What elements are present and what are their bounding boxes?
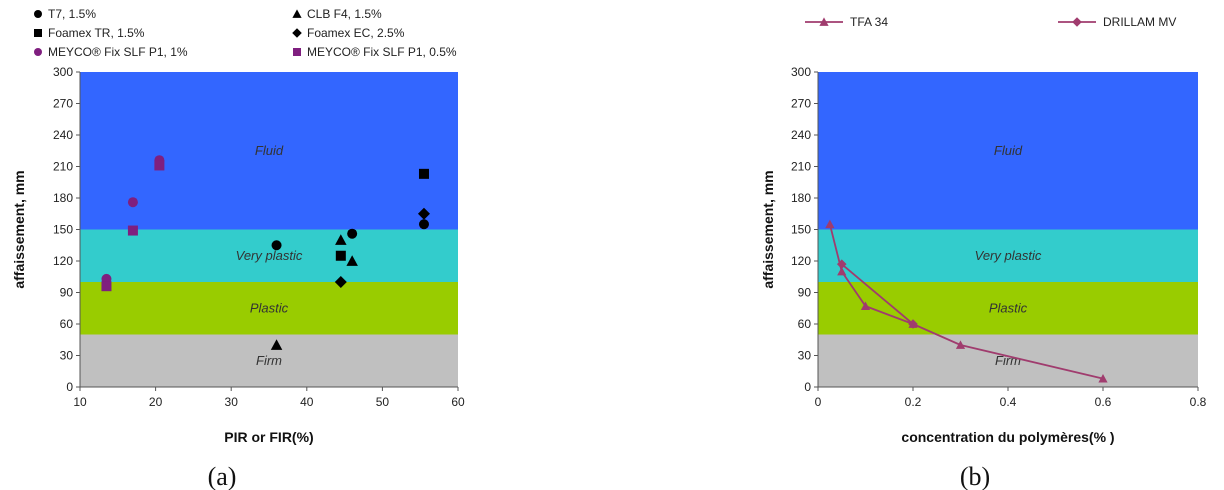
data-point (271, 240, 282, 251)
data-point (860, 301, 871, 311)
y-tick-label: 270 (791, 97, 811, 111)
chart-a: Firm Plastic Very plastic Fluid 0 30 60 90 120 15… (11, 7, 465, 490)
y-tick-label: 30 (60, 349, 74, 363)
zone-band (818, 229, 1198, 282)
legend-marker (1072, 17, 1082, 27)
y-tick-label: 300 (53, 65, 73, 79)
y-tick-label: 60 (60, 317, 74, 331)
zone-label: Very plastic (975, 248, 1042, 263)
y-tick-label: 210 (791, 160, 811, 174)
data-point (346, 255, 358, 266)
data-point (837, 266, 847, 276)
x-tick-label: 0.6 (1095, 395, 1112, 409)
zone-band (80, 334, 458, 387)
data-point (417, 207, 430, 220)
data-point (270, 339, 283, 350)
data-point (335, 250, 346, 261)
data-point (154, 160, 165, 171)
zone-label: Firm (995, 353, 1021, 368)
legend-marker (34, 48, 42, 56)
x-tick-label: 50 (376, 395, 390, 409)
data-point (335, 234, 347, 245)
data-point (418, 168, 429, 179)
y-tick-label: 0 (804, 380, 811, 394)
zone-label: Plastic (250, 300, 289, 315)
zone-band (80, 282, 458, 335)
x-tick-label: 30 (225, 395, 239, 409)
y-tick-label: 90 (60, 286, 74, 300)
zone-label: Fluid (255, 143, 284, 158)
data-point (1098, 374, 1108, 383)
y-tick-label: 120 (791, 254, 811, 268)
zone-label: Very plastic (236, 248, 303, 263)
x-axis-title: PIR or FIR(%) (224, 429, 313, 445)
y-tick-label: 120 (53, 254, 73, 268)
legend-marker (292, 28, 302, 38)
legend-label: TFA 34 (850, 15, 888, 29)
legend-marker (34, 29, 42, 37)
y-tick-label: 150 (53, 223, 73, 237)
x-tick-label: 60 (451, 395, 465, 409)
data-point (347, 228, 358, 239)
zone-band (80, 229, 458, 282)
y-tick-label: 30 (798, 349, 812, 363)
data-point (127, 197, 138, 208)
y-tick-label: 240 (791, 128, 811, 142)
y-tick-label: 300 (791, 65, 811, 79)
data-point (127, 225, 138, 236)
y-axis-title: affaissement, mm (11, 170, 27, 288)
x-tick-label: 10 (73, 395, 87, 409)
x-axis-title: concentration du polymères(% ) (901, 429, 1114, 445)
data-point (334, 276, 347, 288)
legend-marker (34, 10, 42, 18)
panel-label: (a) (208, 462, 237, 490)
zone-band (818, 72, 1198, 230)
y-tick-label: 270 (53, 97, 73, 111)
y-tick-label: 240 (53, 128, 73, 142)
y-axis-title: affaissement, mm (760, 170, 776, 288)
y-tick-label: 180 (791, 191, 811, 205)
y-tick-label: 210 (53, 160, 73, 174)
y-tick-label: 150 (791, 223, 811, 237)
series-line (841, 263, 914, 325)
y-tick-label: 90 (798, 286, 812, 300)
x-tick-label: 0 (815, 395, 822, 409)
zone-label: Fluid (994, 143, 1023, 158)
data-point (101, 281, 112, 292)
data-point (908, 319, 918, 329)
legend-label: CLB F4, 1.5% (307, 7, 382, 21)
zone-band (80, 72, 458, 230)
panel-label: (b) (960, 462, 990, 490)
legend-label: MEYCO® Fix SLF P1, 1% (48, 45, 188, 59)
x-tick-label: 0.2 (905, 395, 922, 409)
zone-band (818, 282, 1198, 335)
y-tick-label: 180 (53, 191, 73, 205)
legend-marker (293, 48, 301, 56)
zone-label: Plastic (989, 300, 1028, 315)
legend-label: Foamex EC, 2.5% (307, 26, 405, 40)
chart-b: Firm Plastic Very plastic Fluid 0 30 60 90 120 15… (760, 15, 1207, 490)
legend-label: Foamex TR, 1.5% (48, 26, 145, 40)
x-tick-label: 40 (300, 395, 314, 409)
legend-marker (292, 9, 302, 18)
y-tick-label: 0 (66, 380, 73, 394)
data-point (418, 219, 429, 230)
legend-marker (819, 17, 829, 26)
zone-label: Firm (256, 353, 282, 368)
x-tick-label: 0.4 (1000, 395, 1017, 409)
data-point (825, 219, 835, 229)
legend-label: DRILLAM MV (1103, 15, 1176, 29)
y-tick-label: 60 (798, 317, 812, 331)
data-point (836, 259, 847, 269)
legend-label: T7, 1.5% (48, 7, 96, 21)
data-point (955, 340, 966, 349)
legend-label: MEYCO® Fix SLF P1, 0.5% (307, 45, 457, 59)
zone-band (818, 334, 1198, 387)
x-tick-label: 0.8 (1190, 395, 1207, 409)
x-tick-label: 20 (149, 395, 163, 409)
